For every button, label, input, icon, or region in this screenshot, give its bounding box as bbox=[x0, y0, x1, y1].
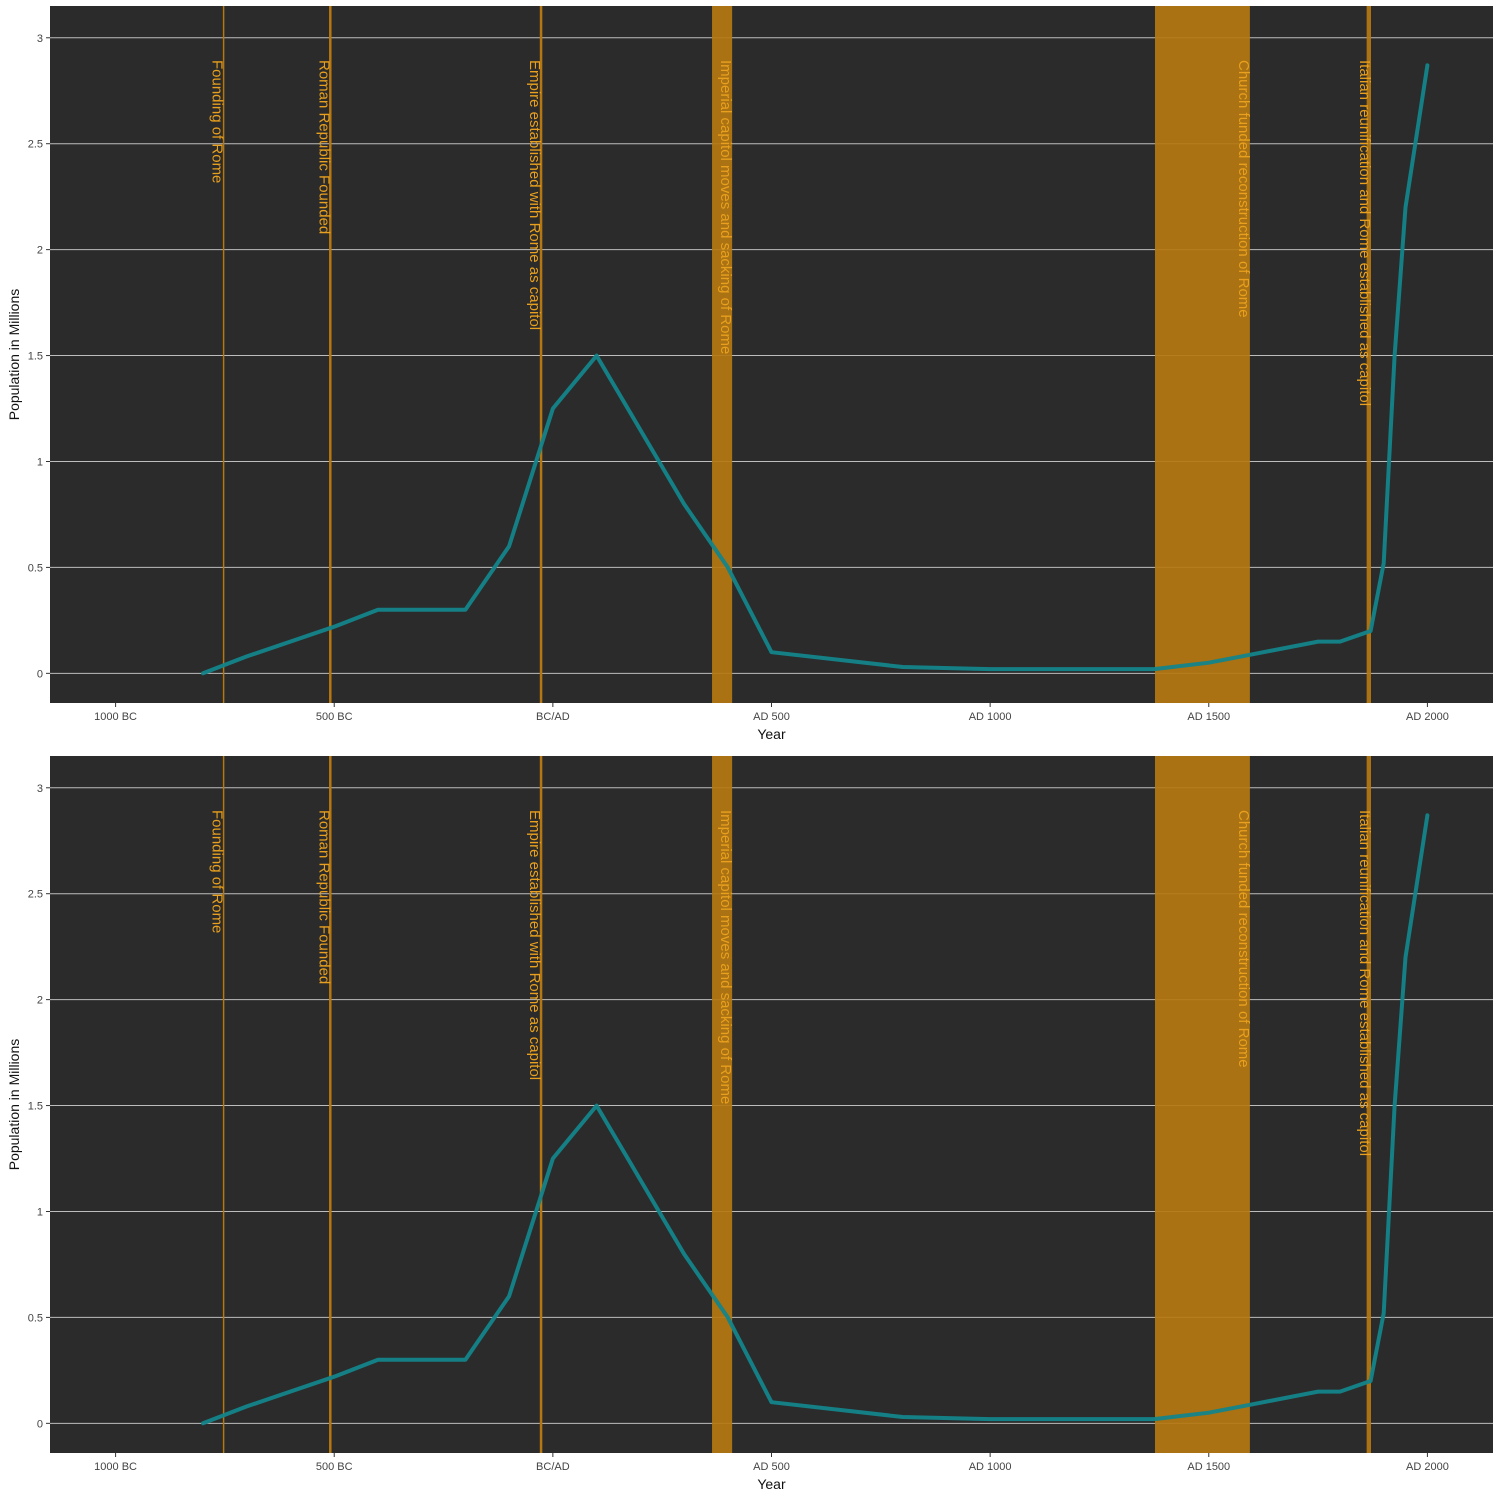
event-label: Church funded reconstruction of Rome bbox=[1235, 60, 1252, 318]
event-label: Imperial capitol moves and sacking of Ro… bbox=[717, 810, 734, 1104]
event-label: Founding of Rome bbox=[209, 810, 226, 933]
y-tick-label: 1 bbox=[37, 1206, 43, 1218]
y-tick-label: 1.5 bbox=[28, 1101, 43, 1113]
y-axis-title: Population in Millions bbox=[6, 1039, 22, 1171]
x-axis-title: Year bbox=[757, 726, 786, 742]
x-axis-title: Year bbox=[757, 1476, 786, 1492]
x-tick-label: AD 2000 bbox=[1406, 711, 1449, 723]
y-tick-label: 2.5 bbox=[28, 139, 43, 151]
event-label: Imperial capitol moves and sacking of Ro… bbox=[717, 60, 734, 354]
population-line bbox=[201, 63, 1430, 676]
y-tick-label: 2 bbox=[37, 995, 43, 1007]
event-band bbox=[1366, 6, 1372, 703]
y-axis-title: Population in Millions bbox=[6, 289, 22, 421]
event-label: Church funded reconstruction of Rome bbox=[1235, 810, 1252, 1068]
plot-panel bbox=[50, 756, 1493, 1453]
x-tick-label: AD 1500 bbox=[1187, 1461, 1230, 1473]
y-tick-label: 3 bbox=[37, 783, 43, 795]
y-tick-label: 0 bbox=[37, 1418, 43, 1430]
y-tick-label: 1 bbox=[37, 456, 43, 468]
event-label: Italian reunification and Rome establish… bbox=[1356, 810, 1373, 1156]
x-tick-label: 500 BC bbox=[316, 711, 353, 723]
x-tick-label: AD 500 bbox=[753, 711, 790, 723]
event-label: Italian reunification and Rome establish… bbox=[1356, 60, 1373, 406]
event-band bbox=[712, 756, 733, 1453]
x-tick-label: 1000 BC bbox=[94, 711, 137, 723]
x-tick-label: BC/AD bbox=[536, 1461, 570, 1473]
y-tick-label: 3 bbox=[37, 33, 43, 45]
event-band bbox=[712, 6, 733, 703]
event-label: Founding of Rome bbox=[209, 60, 226, 183]
y-tick-label: 2.5 bbox=[28, 889, 43, 901]
y-tick-label: 0 bbox=[37, 668, 43, 680]
plot-panel bbox=[50, 6, 1493, 703]
x-tick-label: AD 2000 bbox=[1406, 1461, 1449, 1473]
x-tick-label: AD 1000 bbox=[969, 1461, 1012, 1473]
x-tick-label: AD 1500 bbox=[1187, 711, 1230, 723]
x-tick-label: BC/AD bbox=[536, 711, 570, 723]
x-tick-label: 1000 BC bbox=[94, 1461, 137, 1473]
event-band bbox=[1154, 756, 1250, 1453]
chart-panel-1: Founding of Rome Roman Republic Founded Em… bbox=[6, 6, 1493, 742]
y-tick-label: 0.5 bbox=[28, 562, 43, 574]
event-band bbox=[1366, 756, 1372, 1453]
event-label: Empire established with Rome as capitol bbox=[526, 810, 543, 1080]
x-tick-label: AD 500 bbox=[753, 1461, 790, 1473]
y-tick-label: 0.5 bbox=[28, 1312, 43, 1324]
event-band bbox=[1154, 6, 1250, 703]
chart-panel-2: Founding of Rome Roman Republic Founded Em… bbox=[6, 756, 1493, 1492]
population-line bbox=[201, 813, 1430, 1426]
event-label: Empire established with Rome as capitol bbox=[526, 60, 543, 330]
y-tick-label: 1.5 bbox=[28, 351, 43, 363]
x-tick-label: AD 1000 bbox=[969, 711, 1012, 723]
event-label: Roman Republic Founded bbox=[315, 810, 332, 984]
y-tick-label: 2 bbox=[37, 245, 43, 257]
x-tick-label: 500 BC bbox=[316, 1461, 353, 1473]
event-label: Roman Republic Founded bbox=[315, 60, 332, 234]
